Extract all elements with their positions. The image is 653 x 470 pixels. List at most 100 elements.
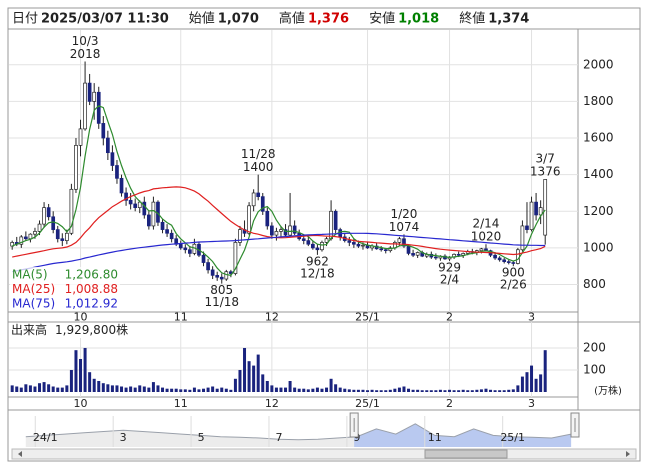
volume-bar (97, 380, 101, 392)
candle-body (51, 216, 56, 230)
volume-bar (479, 389, 483, 392)
volume-bar (110, 385, 114, 392)
navigator-label: 5 (198, 431, 205, 444)
candle-body (206, 262, 210, 271)
volume-bar (60, 387, 64, 392)
candle-body (101, 123, 106, 139)
volume-bar (147, 387, 151, 392)
volume-bar (325, 387, 329, 392)
volume-bar (352, 389, 356, 392)
candle-body (479, 248, 484, 252)
candle-body (128, 199, 133, 205)
annotation-date: 1/20 (390, 207, 417, 221)
volume-bar (88, 372, 92, 392)
x-tick-label: 11 (174, 397, 188, 410)
candle-body (215, 275, 220, 278)
volume-bar (215, 388, 219, 392)
candle-body (406, 245, 411, 254)
volume-bar (38, 383, 42, 392)
candle-body (397, 238, 402, 243)
candle-body (497, 257, 502, 261)
header: 日付 2025/03/07 11:30 始値 1,070 高値 1,376 安値 1,018 終… (12, 11, 529, 27)
ma-line (12, 232, 546, 273)
x-tick-label: 25/1 (355, 311, 380, 324)
volume-unit: (万株) (594, 384, 622, 397)
candle-body (434, 256, 438, 259)
candle-body (142, 201, 147, 216)
candle-body (347, 240, 352, 243)
scroll-thumb[interactable] (424, 449, 508, 459)
candle-body (383, 249, 388, 252)
candle-body (201, 254, 206, 263)
volume-bar (411, 389, 415, 392)
volume-bar (343, 388, 347, 392)
candle-body (301, 238, 306, 241)
volume-bar (142, 386, 146, 392)
volume-bar (24, 384, 28, 392)
volume-bar (293, 387, 297, 392)
volume-bar (261, 374, 265, 392)
volume-bar (370, 389, 374, 392)
volume-bar (83, 347, 87, 392)
candle-body (160, 221, 165, 230)
volume-bar (183, 389, 187, 392)
candle-body (265, 210, 270, 227)
volume-bar (229, 389, 233, 392)
volume-bar (56, 387, 60, 392)
annotation-value: 962 (306, 254, 329, 268)
volume-bar (165, 388, 169, 392)
y-tick-label: 1600 (583, 131, 614, 145)
volume-bar (15, 386, 19, 392)
volume-bar (511, 389, 515, 392)
volume-bar (256, 354, 260, 392)
volume-bar (101, 383, 105, 392)
header-value: 1,374 (488, 12, 529, 27)
volume-bar (507, 389, 511, 392)
volume-bar (28, 385, 32, 392)
candle-body (274, 231, 279, 236)
candle-body (74, 145, 78, 190)
volume-bar (516, 385, 520, 392)
ma-line (11, 105, 546, 277)
volume-bar (302, 388, 306, 392)
annotation-date: 10/3 (72, 34, 99, 48)
x-tick-label: 12 (265, 311, 279, 324)
annotation-value: 805 (210, 283, 233, 297)
volume-bar (379, 390, 383, 392)
x-tick-label: 10 (74, 397, 88, 410)
volume-bar (279, 387, 283, 392)
candle-body (516, 249, 520, 264)
x-tick-label: 2 (446, 311, 453, 324)
annotation-value: 929 (438, 260, 461, 274)
candle-body (251, 192, 256, 207)
navigator-label: 3 (120, 431, 127, 444)
x-tick-label: 11 (174, 311, 188, 324)
annotation-value: 2018 (70, 47, 101, 61)
candle-body (506, 261, 511, 263)
candle-body (115, 165, 119, 179)
candle-body (379, 248, 384, 251)
volume-bar (284, 387, 288, 392)
header-label: 終値 (459, 11, 485, 27)
candle-body (333, 210, 338, 230)
volume-bar (174, 388, 178, 392)
annotation-date: 11/18 (204, 295, 239, 309)
volume-bar (311, 388, 315, 392)
candle-body (119, 177, 124, 194)
scrollbar[interactable] (11, 448, 637, 460)
annotation-date: 2/14 (472, 217, 499, 231)
volume-bar (65, 385, 69, 392)
candle-body (260, 196, 265, 212)
candle-body (361, 244, 365, 247)
candle-body (219, 276, 224, 280)
volume-title: 出来高 (11, 322, 47, 337)
candle-body (306, 240, 311, 245)
volume-bar (493, 390, 497, 392)
navigator-label: 25/1 (500, 431, 525, 444)
candle-body (87, 82, 92, 102)
x-tick-label: 25/1 (355, 397, 380, 410)
candle-body (33, 231, 37, 235)
volume-bar (334, 384, 338, 392)
grid (9, 30, 578, 397)
